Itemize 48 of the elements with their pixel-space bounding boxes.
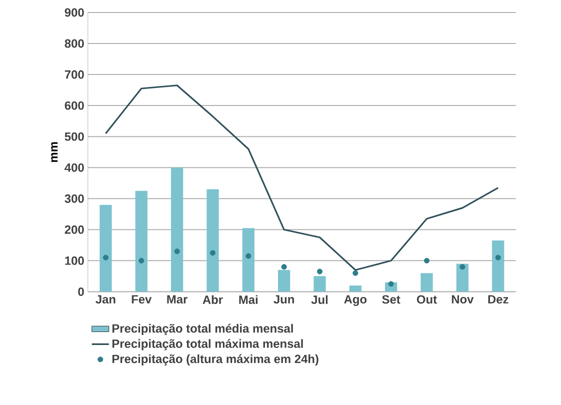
x-tick-label: Out xyxy=(416,295,437,304)
x-tick-label: Jun xyxy=(274,295,294,304)
bar xyxy=(206,189,219,292)
x-tick-label: Fev xyxy=(132,295,152,304)
bar xyxy=(100,204,112,292)
bar xyxy=(314,276,326,292)
y-tick-label: 100 xyxy=(65,256,84,265)
y-tick-label: 900 xyxy=(64,8,84,17)
point xyxy=(138,258,144,264)
x-tick-label: Dez xyxy=(488,295,508,304)
point xyxy=(352,270,358,276)
point xyxy=(174,248,180,254)
bar xyxy=(135,190,148,292)
point xyxy=(210,250,216,256)
bar xyxy=(492,240,504,292)
point xyxy=(424,258,430,264)
x-tick-label: Jan xyxy=(96,295,116,304)
point xyxy=(102,254,109,260)
x-tick-label: Mai xyxy=(239,295,258,304)
point xyxy=(495,254,501,260)
legend-label: Precipitação total máxima mensal xyxy=(112,339,303,350)
y-tick-label: 500 xyxy=(64,132,84,141)
bar xyxy=(278,270,290,292)
x-tick-label: Nov xyxy=(452,295,474,304)
y-tick-label: 400 xyxy=(64,163,84,172)
x-tick-label: Ago xyxy=(344,295,367,306)
y-tick-label: 200 xyxy=(64,225,84,234)
bar xyxy=(242,228,254,292)
y-tick-label: 300 xyxy=(64,194,84,203)
bar xyxy=(456,264,468,292)
y-axis-title: mm xyxy=(51,142,58,162)
point xyxy=(460,264,466,270)
point xyxy=(316,268,323,274)
x-tick-label: Abr xyxy=(202,295,223,304)
point xyxy=(281,264,287,270)
x-tick-label: Jul xyxy=(311,295,328,304)
y-tick-label: 800 xyxy=(64,39,84,48)
y-tick-label: 600 xyxy=(64,101,84,110)
y-tick-label: 0 xyxy=(78,287,84,296)
y-tick-label: 700 xyxy=(64,70,84,79)
x-tick-label: Mar xyxy=(167,295,188,304)
legend-label: Precipitação total média mensal xyxy=(112,324,293,336)
point xyxy=(246,253,252,259)
x-tick-label: Set xyxy=(382,295,400,304)
bar xyxy=(349,285,362,292)
bar xyxy=(170,168,184,292)
bar xyxy=(420,273,433,292)
legend-label: Precipitação (altura máxima em 24h) xyxy=(112,354,318,366)
